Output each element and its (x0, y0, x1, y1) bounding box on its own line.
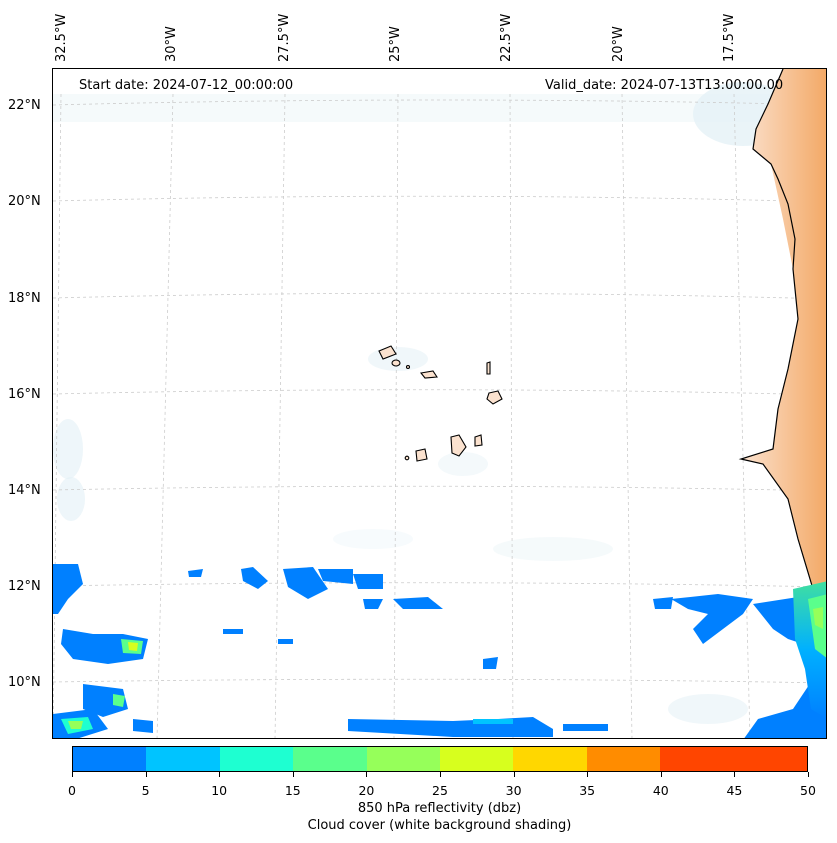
colorbar-segment (440, 747, 514, 771)
lat-label-22n: 22°N (8, 98, 41, 113)
colorbar-tick-label: 25 (432, 783, 448, 798)
colorbar-subtitle: Cloud cover (white background shading) (307, 818, 572, 833)
lon-label-27-5w: 27.5°W (277, 13, 292, 62)
lon-label-20w: 20°W (611, 26, 626, 62)
graticule (53, 93, 826, 738)
colorbar-tick-mark (808, 772, 809, 777)
africa-coastline (738, 69, 826, 626)
colorbar-tick-mark (660, 772, 662, 777)
colorbar (72, 746, 808, 772)
lat-label-12n: 12°N (8, 579, 41, 594)
lat-label-10n: 10°N (8, 675, 41, 690)
colorbar-tick-label: 5 (141, 783, 150, 798)
colorbar-segment (146, 747, 220, 771)
colorbar-tick-mark (440, 772, 441, 777)
colorbar-segment (660, 747, 734, 771)
colorbar-tick-label: 10 (211, 783, 228, 798)
cloud-cover-shading (53, 82, 813, 724)
lat-label-20n: 20°N (8, 194, 41, 209)
colorbar-segment (73, 747, 147, 771)
colorbar-tick-mark (366, 772, 368, 777)
colorbar-tick-label: 40 (652, 783, 669, 798)
colorbar-tick-label: 30 (505, 783, 522, 798)
colorbar-tick-label: 20 (358, 783, 375, 798)
lat-label-18n: 18°N (8, 291, 41, 306)
colorbar-segment (733, 747, 808, 771)
colorbar-tick-mark (219, 772, 221, 777)
colorbar-tick-label: 15 (284, 783, 301, 798)
lat-label-16n: 16°N (8, 387, 41, 402)
valid-date-label: Valid_date: 2024-07-13T13:00:00.00 (545, 78, 784, 93)
africa-land (741, 69, 826, 624)
colorbar-segment (293, 747, 367, 771)
colorbar-segment (219, 747, 294, 771)
colorbar-tick-mark (587, 772, 589, 777)
colorbar-tick-mark (292, 772, 294, 777)
start-date-label: Start date: 2024-07-12_00:00:00 (79, 78, 294, 93)
colorbar-segment (366, 747, 441, 771)
lon-label-32-5w: 32.5°W (54, 13, 69, 62)
map-canvas (53, 69, 826, 738)
lat-label-14n: 14°N (8, 483, 41, 498)
colorbar-segment (586, 747, 661, 771)
map-panel (52, 68, 827, 739)
colorbar-tick-mark (72, 772, 73, 777)
colorbar-tick-mark (513, 772, 515, 777)
colorbar-segment (513, 747, 587, 771)
colorbar-tick-label: 35 (579, 783, 596, 798)
colorbar-tick-label: 50 (800, 783, 816, 798)
lon-label-25w: 25°W (388, 26, 403, 62)
lon-label-30w: 30°W (164, 26, 179, 62)
colorbar-tick-mark (145, 772, 147, 777)
colorbar-tick-mark (734, 772, 736, 777)
lon-label-17-5w: 17.5°W (722, 13, 737, 62)
colorbar-title: 850 hPa reflectivity (dbz) (357, 801, 522, 816)
colorbar-tick-label: 45 (726, 783, 743, 798)
lon-label-22-5w: 22.5°W (499, 13, 514, 62)
colorbar-tick-label: 0 (68, 783, 76, 798)
cape-verde-islands (378, 345, 503, 462)
reflectivity-cells (53, 564, 826, 738)
